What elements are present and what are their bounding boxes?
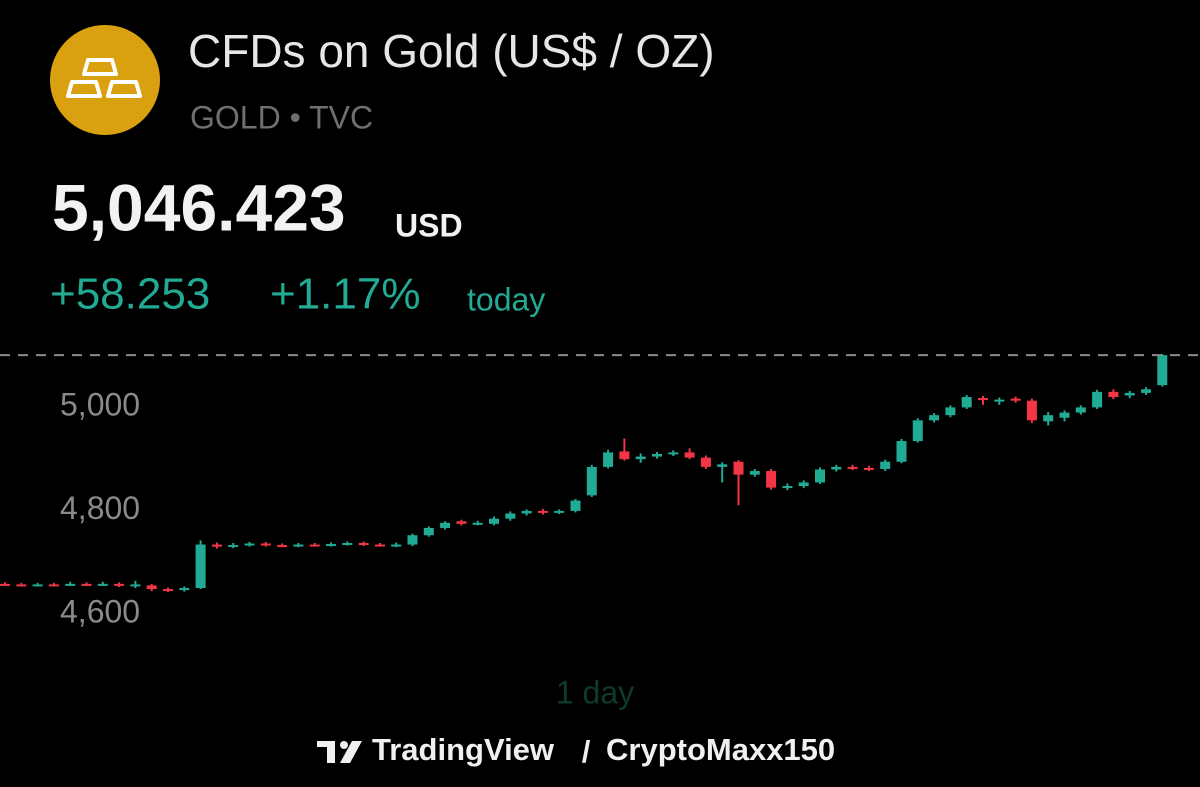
candle-body [896,441,907,462]
y-tick-label: 4,800 [60,490,140,526]
candle-body [114,583,125,586]
candle-body [1059,412,1070,418]
candle-body [163,589,173,592]
subtitle: GOLD • TVC [190,99,373,135]
candle-body [619,451,630,460]
tv-logo [317,741,362,763]
candle-body [570,500,581,511]
candle-body [48,584,59,587]
title: CFDs on Gold (US$ / OZ) [188,25,715,77]
currency: USD [395,207,463,243]
y-tick-label: 5,000 [60,386,140,422]
candle-body [978,398,988,401]
candle-body [847,466,858,469]
candle-body [945,407,956,416]
candle-body [97,583,108,586]
candle-body [798,482,809,487]
candle-body [358,542,369,545]
candle-body [130,584,141,587]
candle-body [668,452,679,455]
candle-body [440,522,451,528]
candle-body [1157,355,1168,386]
candle-body [309,544,320,547]
candle-body [260,543,271,546]
candle-body [505,513,516,519]
candle-body [635,456,646,460]
candle-body [0,583,10,586]
candle-body [1075,407,1086,413]
candle-body [652,453,662,457]
candle-body [228,545,239,548]
change-percent: +1.17% [270,270,420,319]
separator: / [582,734,591,769]
candle-body [554,510,565,513]
candle-body [456,521,467,524]
candle-body [1092,391,1103,408]
brand: TradingView [372,732,555,767]
candle-body [994,399,1005,402]
author: CryptoMaxx150 [606,732,835,767]
candle-body [1141,389,1151,393]
change: +58.253 [50,270,210,319]
candle-body [293,544,304,547]
candle-body [1043,415,1054,422]
candle-body [1124,392,1135,396]
candle-body [211,544,222,547]
candle-body [1010,398,1021,401]
candle-body [326,544,336,547]
period: today [467,281,545,317]
candle-body [1108,391,1119,398]
candle-body [782,486,793,489]
candle-body [684,452,695,458]
candle-body [733,461,744,475]
interval: 1 day [556,674,634,710]
candle-body [929,415,940,421]
candle-body [815,469,825,483]
candle-body [391,544,402,547]
candle-body [537,510,548,513]
candle-body [700,457,711,467]
candle-body [831,466,842,470]
plot: 4,600 4,800 5,000 [0,354,1200,629]
candle-body [489,518,499,524]
candle-body [16,584,27,587]
candle-body [146,585,157,590]
candle-body [195,544,206,589]
price: 5,046.423 [52,170,346,244]
candle-body [179,588,190,591]
candle-body [472,522,483,525]
candle-body [374,544,385,547]
candle-body [912,420,923,442]
y-tick-label: 4,600 [60,593,140,629]
candle-body [407,535,418,545]
candle-body [603,452,614,467]
candle-body [749,471,760,475]
candle-body [1026,400,1037,421]
candle-body [81,583,92,586]
candle-body [766,471,777,488]
candle-body [586,466,597,496]
candle-body [342,542,353,545]
candle-body [277,545,288,548]
candle-body [863,467,874,470]
candle-body [521,510,532,514]
gold-icon [50,25,160,135]
candle-body [961,397,972,408]
candle-body [880,461,891,469]
candle-body [32,584,43,587]
candle-body [717,464,728,467]
candle-body [244,543,255,546]
candle-body [65,583,76,586]
candle-body [423,527,434,536]
